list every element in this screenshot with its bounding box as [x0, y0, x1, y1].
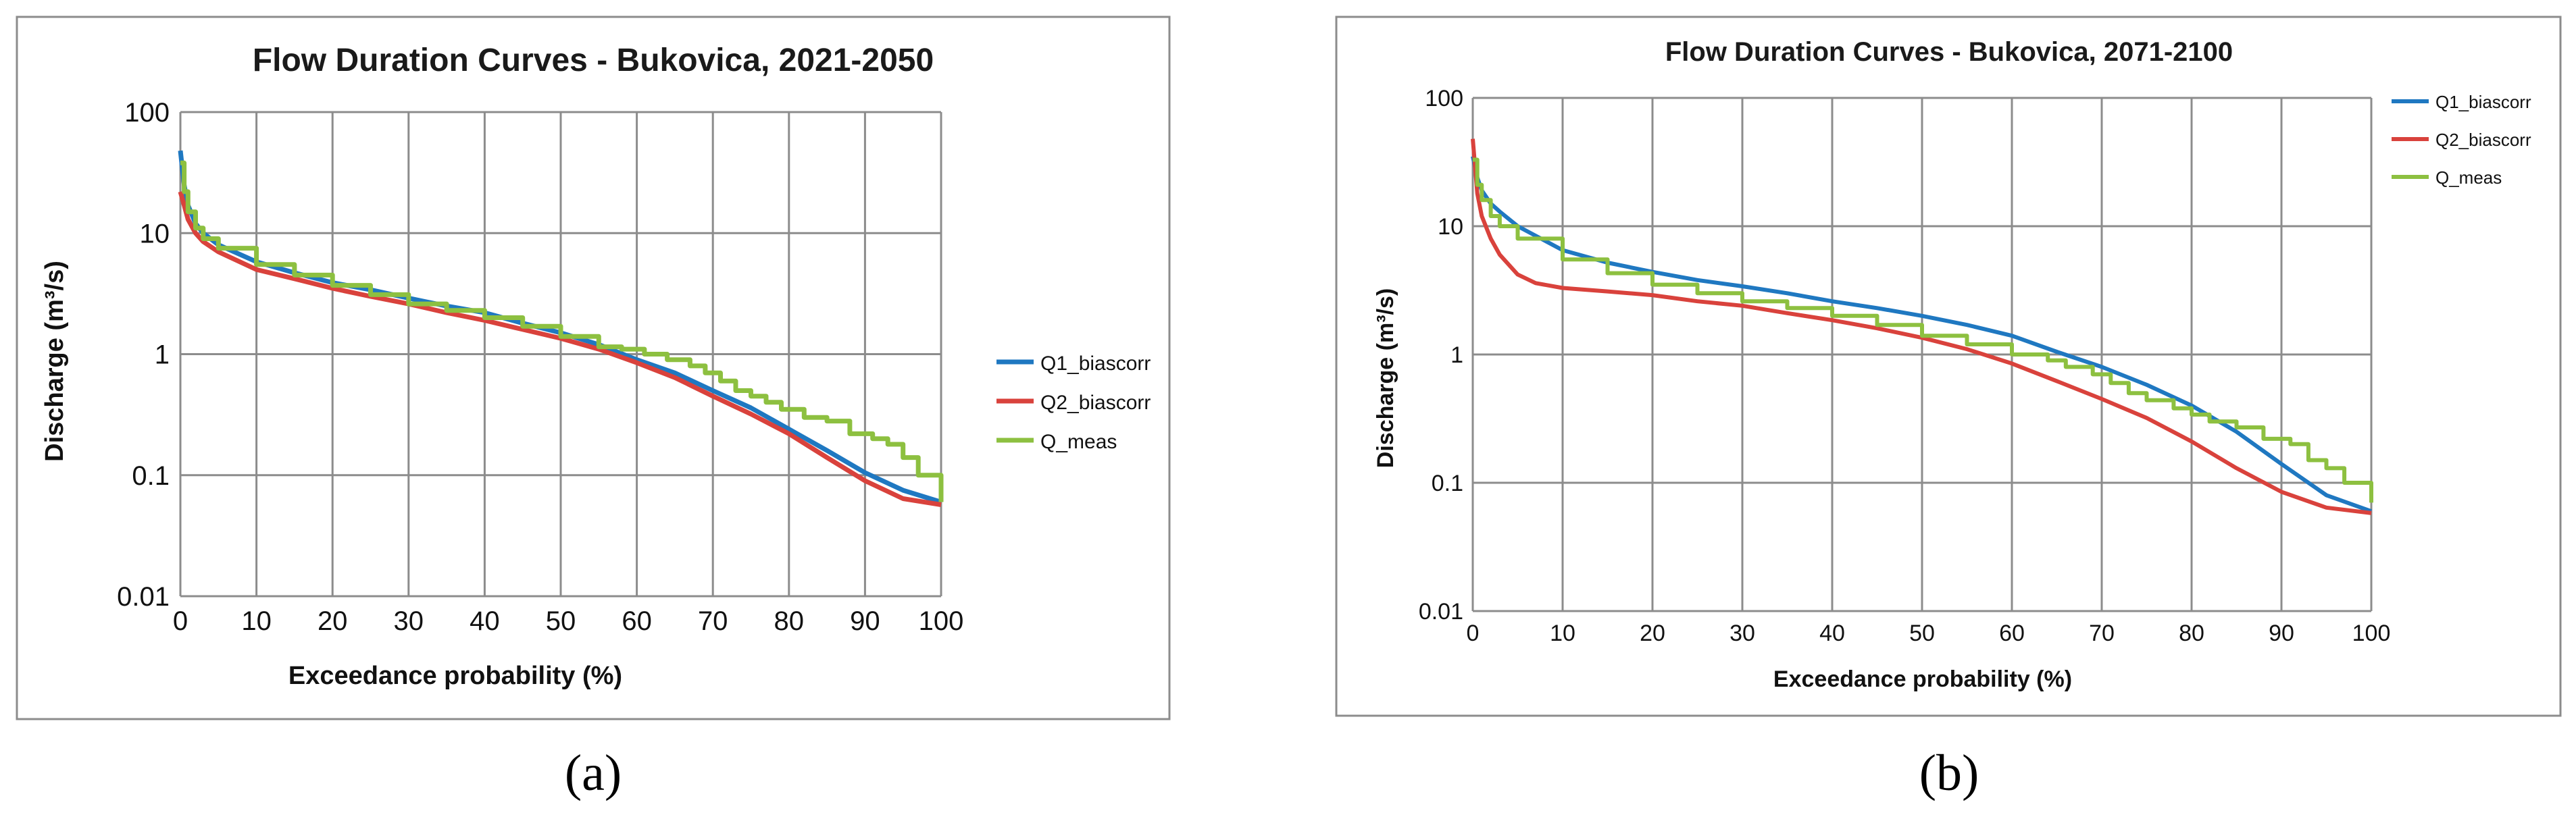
x-tick-label: 10 [241, 606, 272, 636]
panel-caption: (a) [565, 745, 622, 801]
y-tick-label: 10 [140, 219, 170, 248]
series-line-q2-biascorr [1471, 138, 2372, 515]
legend-label-q1-biascorr: Q1_biascorr [2435, 92, 2531, 112]
y-tick-label: 0.1 [132, 461, 170, 491]
series-line-q-meas [1473, 157, 2373, 503]
panel-b: Flow Duration Curves - Bukovica, 2071-21… [1335, 16, 2562, 801]
x-tick-labels: 0 10 20 30 40 50 60 70 80 90 100 [173, 606, 964, 636]
x-tick-label: 0 [173, 606, 188, 636]
series-line-q1-biascorr [1471, 155, 2373, 514]
y-tick-label: 0.1 [1432, 471, 1463, 496]
y-tick-label: 1 [1450, 342, 1463, 368]
x-tick-label: 20 [1640, 621, 1665, 646]
x-tick-label: 0 [1467, 621, 1480, 646]
y-tick-label: 0.01 [117, 582, 170, 612]
y-tick-label: 10 [1438, 214, 1463, 240]
x-axis-label: Exceedance probability (%) [288, 662, 622, 690]
series-lines [178, 150, 944, 507]
x-tick-label: 80 [774, 606, 805, 636]
y-tick-label: 0.01 [1419, 599, 1463, 625]
y-tick-label: 100 [124, 98, 170, 128]
panel-caption: (b) [1919, 745, 1979, 801]
x-tick-label: 30 [1729, 621, 1755, 646]
x-tick-label: 50 [546, 606, 576, 636]
legend: Q1_biascorr Q2_biascorr Q_meas [996, 352, 1151, 453]
legend: Q1_biascorr Q2_biascorr Q_meas [2392, 92, 2531, 188]
grid [1471, 97, 2373, 612]
y-axis-label: Discharge (m³/s) [41, 261, 69, 462]
y-tick-labels: 0.01 0.1 1 10 100 [1419, 86, 1463, 625]
panel-a: Flow Duration Curves - Bukovica, 2021-20… [16, 16, 1171, 801]
x-tick-label: 20 [318, 606, 348, 636]
legend-label-q2-biascorr: Q2_biascorr [2435, 130, 2531, 150]
y-axis-label: Discharge (m³/s) [1373, 288, 1398, 468]
x-tick-label: 80 [2179, 621, 2204, 646]
x-tick-label: 70 [2089, 621, 2115, 646]
y-tick-labels: 0.01 0.1 1 10 100 [117, 98, 170, 612]
series-lines [1471, 138, 2373, 515]
y-tick-label: 1 [155, 340, 170, 370]
x-tick-label: 70 [698, 606, 728, 636]
chart-title: Flow Duration Curves - Bukovica, 2071-21… [1665, 37, 2233, 67]
chart-frame [16, 16, 1171, 720]
x-tick-label: 40 [1819, 621, 1845, 646]
x-tick-label: 30 [394, 606, 424, 636]
x-tick-label: 50 [1909, 621, 1935, 646]
grid [179, 111, 942, 598]
x-tick-label: 100 [919, 606, 964, 636]
x-tick-label: 40 [470, 606, 500, 636]
series-line-q2-biascorr [178, 190, 942, 507]
x-tick-label: 60 [1999, 621, 2025, 646]
legend-label-q-meas: Q_meas [1040, 431, 1117, 453]
x-tick-label: 90 [850, 606, 880, 636]
series-line-q-meas [180, 160, 944, 502]
x-tick-label: 10 [1550, 621, 1575, 646]
y-tick-label: 100 [1425, 86, 1463, 111]
chart-frame [1335, 16, 2562, 717]
x-tick-label: 90 [2269, 621, 2294, 646]
x-tick-label: 60 [622, 606, 652, 636]
legend-label-q1-biascorr: Q1_biascorr [1040, 352, 1151, 375]
x-tick-label: 100 [2352, 621, 2391, 646]
x-tick-labels: 0 10 20 30 40 50 60 70 80 90 100 [1467, 621, 2391, 646]
legend-label-q2-biascorr: Q2_biascorr [1040, 392, 1151, 414]
x-axis-label: Exceedance probability (%) [1773, 666, 2072, 692]
legend-label-q-meas: Q_meas [2435, 167, 2502, 188]
chart-title: Flow Duration Curves - Bukovica, 2021-20… [253, 43, 934, 78]
